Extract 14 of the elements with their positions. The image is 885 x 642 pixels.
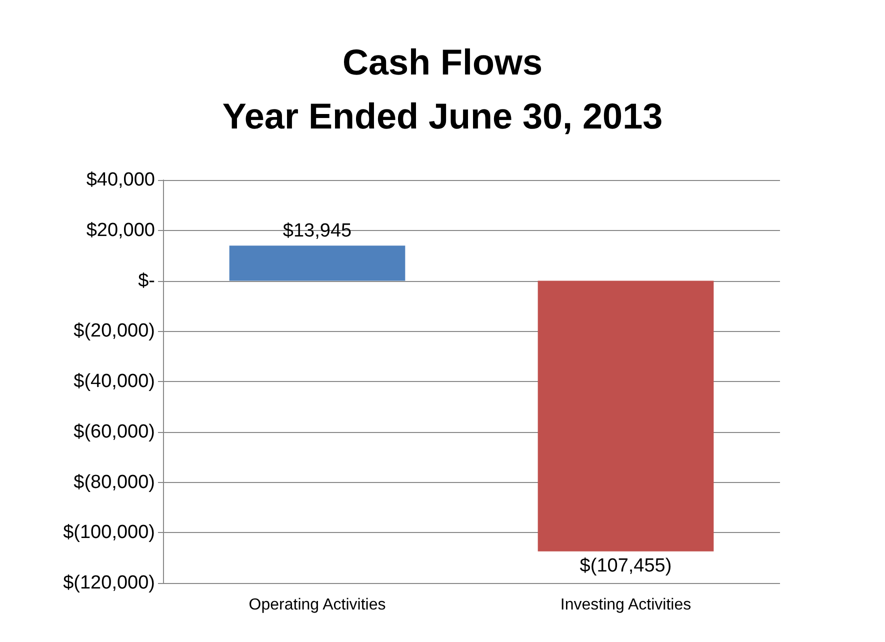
y-tick-label: $(80,000)	[74, 472, 155, 493]
y-tick-label: $(20,000)	[74, 320, 155, 342]
x-tick-label: Investing Activities	[560, 596, 692, 614]
data-label: $13,945	[282, 220, 352, 242]
y-tick-label: $(100,000)	[63, 522, 155, 544]
y-tick-label: $(60,000)	[74, 421, 155, 442]
y-tick-label: $40,000	[86, 170, 155, 190]
y-tick-label: $(40,000)	[74, 371, 155, 392]
y-tick-label: $(120,000)	[63, 572, 155, 594]
chart-title: Cash Flows Year Ended June 30, 2013	[222, 42, 663, 136]
y-tick-label: $20,000	[86, 220, 155, 241]
x-tick-label: Operating Activities	[248, 596, 386, 614]
y-tick-label: $-	[138, 270, 155, 292]
data-label: $(107,455)	[580, 555, 672, 576]
